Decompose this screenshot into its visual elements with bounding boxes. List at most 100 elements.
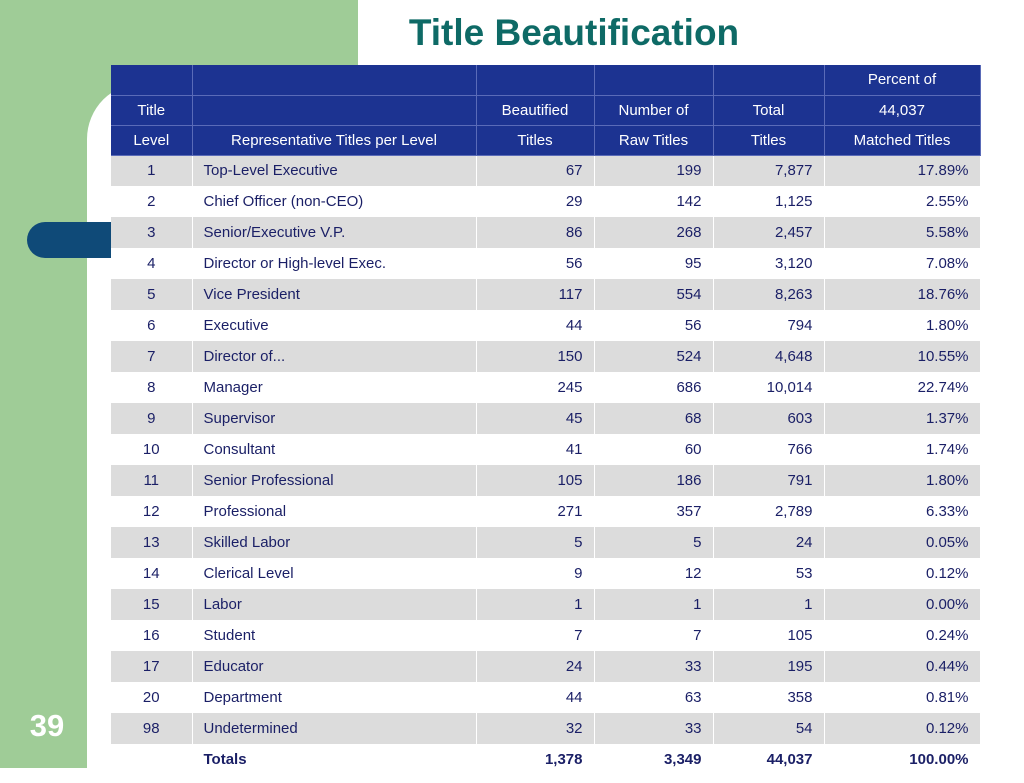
raw-titles-cell: 186 [594, 465, 714, 496]
percent-cell: 10.55% [824, 341, 981, 372]
percent-cell: 1.74% [824, 434, 981, 465]
title-cell: Chief Officer (non-CEO) [192, 186, 477, 217]
beautified-titles-cell: 41 [476, 434, 595, 465]
level-cell: 10 [111, 434, 193, 465]
level-cell: 98 [111, 713, 193, 744]
header-cell: Representative Titles per Level [192, 125, 477, 156]
header-cell: Level [111, 125, 193, 156]
raw-titles-cell: 142 [594, 186, 714, 217]
percent-cell: 0.12% [824, 713, 981, 744]
percent-cell: 0.81% [824, 682, 981, 713]
level-cell: 6 [111, 310, 193, 341]
table-row: 16 Student 7 7 105 0.24% [111, 620, 981, 651]
table-row: 12 Professional 271 357 2,789 6.33% [111, 496, 981, 527]
beautified-titles-cell: 29 [476, 186, 595, 217]
title-cell: Skilled Labor [192, 527, 477, 558]
total-titles-cell: 1 [713, 589, 825, 620]
table-row: 14 Clerical Level 9 12 53 0.12% [111, 558, 981, 589]
title-cell: Supervisor [192, 403, 477, 434]
percent-cell: 7.08% [824, 248, 981, 279]
table-header: Percent of Title Beautified Number of To… [111, 65, 981, 156]
title-cell: Manager [192, 372, 477, 403]
total-titles-cell: 24 [713, 527, 825, 558]
beautified-titles-cell: 271 [476, 496, 595, 527]
level-cell: 7 [111, 341, 193, 372]
total-titles-cell: 10,014 [713, 372, 825, 403]
title-level-table: Percent of Title Beautified Number of To… [111, 65, 981, 775]
header-cell [476, 65, 595, 96]
table-row: 9 Supervisor 45 68 603 1.37% [111, 403, 981, 434]
level-cell: 8 [111, 372, 193, 403]
percent-cell: 0.12% [824, 558, 981, 589]
raw-titles-cell: 268 [594, 217, 714, 248]
table-row: 20 Department 44 63 358 0.81% [111, 682, 981, 713]
beautified-titles-cell: 44 [476, 682, 595, 713]
totals-cell: 3,349 [594, 744, 714, 775]
raw-titles-cell: 7 [594, 620, 714, 651]
title-cell: Executive [192, 310, 477, 341]
title-cell: Director or High-level Exec. [192, 248, 477, 279]
header-cell: Number of [594, 95, 714, 126]
title-cell: Professional [192, 496, 477, 527]
level-cell: 2 [111, 186, 193, 217]
percent-cell: 2.55% [824, 186, 981, 217]
header-cell: Beautified [476, 95, 595, 126]
raw-titles-cell: 199 [594, 155, 714, 186]
table-body: 1 Top-Level Executive 67 199 7,877 17.89% 2 Chi… [111, 155, 981, 775]
raw-titles-cell: 524 [594, 341, 714, 372]
header-cell [594, 65, 714, 96]
header-cell [111, 65, 193, 96]
total-titles-cell: 791 [713, 465, 825, 496]
raw-titles-cell: 1 [594, 589, 714, 620]
level-cell: 12 [111, 496, 193, 527]
header-cell [192, 65, 477, 96]
percent-cell: 0.00% [824, 589, 981, 620]
title-cell: Senior Professional [192, 465, 477, 496]
raw-titles-cell: 5 [594, 527, 714, 558]
beautified-titles-cell: 86 [476, 217, 595, 248]
total-titles-cell: 1,125 [713, 186, 825, 217]
level-cell: 17 [111, 651, 193, 682]
table-row: 6 Executive 44 56 794 1.80% [111, 310, 981, 341]
percent-cell: 0.44% [824, 651, 981, 682]
level-cell: 3 [111, 217, 193, 248]
total-titles-cell: 2,457 [713, 217, 825, 248]
beautified-titles-cell: 32 [476, 713, 595, 744]
percent-cell: 1.37% [824, 403, 981, 434]
beautified-titles-cell: 24 [476, 651, 595, 682]
total-titles-cell: 53 [713, 558, 825, 589]
totals-cell: 100.00% [824, 744, 981, 775]
raw-titles-cell: 357 [594, 496, 714, 527]
table-row: 17 Educator 24 33 195 0.44% [111, 651, 981, 682]
header-cell: Percent of [824, 65, 981, 96]
title-cell: Consultant [192, 434, 477, 465]
header-row: Level Representative Titles per Level Ti… [111, 125, 981, 156]
table-row: 3 Senior/Executive V.P. 86 268 2,457 5.58% [111, 217, 981, 248]
percent-cell: 0.24% [824, 620, 981, 651]
raw-titles-cell: 554 [594, 279, 714, 310]
beautified-titles-cell: 5 [476, 527, 595, 558]
level-cell: 16 [111, 620, 193, 651]
raw-titles-cell: 12 [594, 558, 714, 589]
totals-label: Totals [192, 744, 477, 775]
title-cell: Clerical Level [192, 558, 477, 589]
beautified-titles-cell: 67 [476, 155, 595, 186]
percent-cell: 5.58% [824, 217, 981, 248]
table-row: 8 Manager 245 686 10,014 22.74% [111, 372, 981, 403]
beautified-titles-cell: 44 [476, 310, 595, 341]
beautified-titles-cell: 105 [476, 465, 595, 496]
percent-cell: 6.33% [824, 496, 981, 527]
table-row: 1 Top-Level Executive 67 199 7,877 17.89% [111, 155, 981, 186]
level-cell: 15 [111, 589, 193, 620]
level-cell: 5 [111, 279, 193, 310]
table-row: 10 Consultant 41 60 766 1.74% [111, 434, 981, 465]
title-cell: Undetermined [192, 713, 477, 744]
table-row: 11 Senior Professional 105 186 791 1.80% [111, 465, 981, 496]
table-row: 5 Vice President 117 554 8,263 18.76% [111, 279, 981, 310]
raw-titles-cell: 63 [594, 682, 714, 713]
beautified-titles-cell: 117 [476, 279, 595, 310]
table-row: 4 Director or High-level Exec. 56 95 3,120 7.… [111, 248, 981, 279]
total-titles-cell: 2,789 [713, 496, 825, 527]
header-cell [713, 65, 825, 96]
total-titles-cell: 4,648 [713, 341, 825, 372]
